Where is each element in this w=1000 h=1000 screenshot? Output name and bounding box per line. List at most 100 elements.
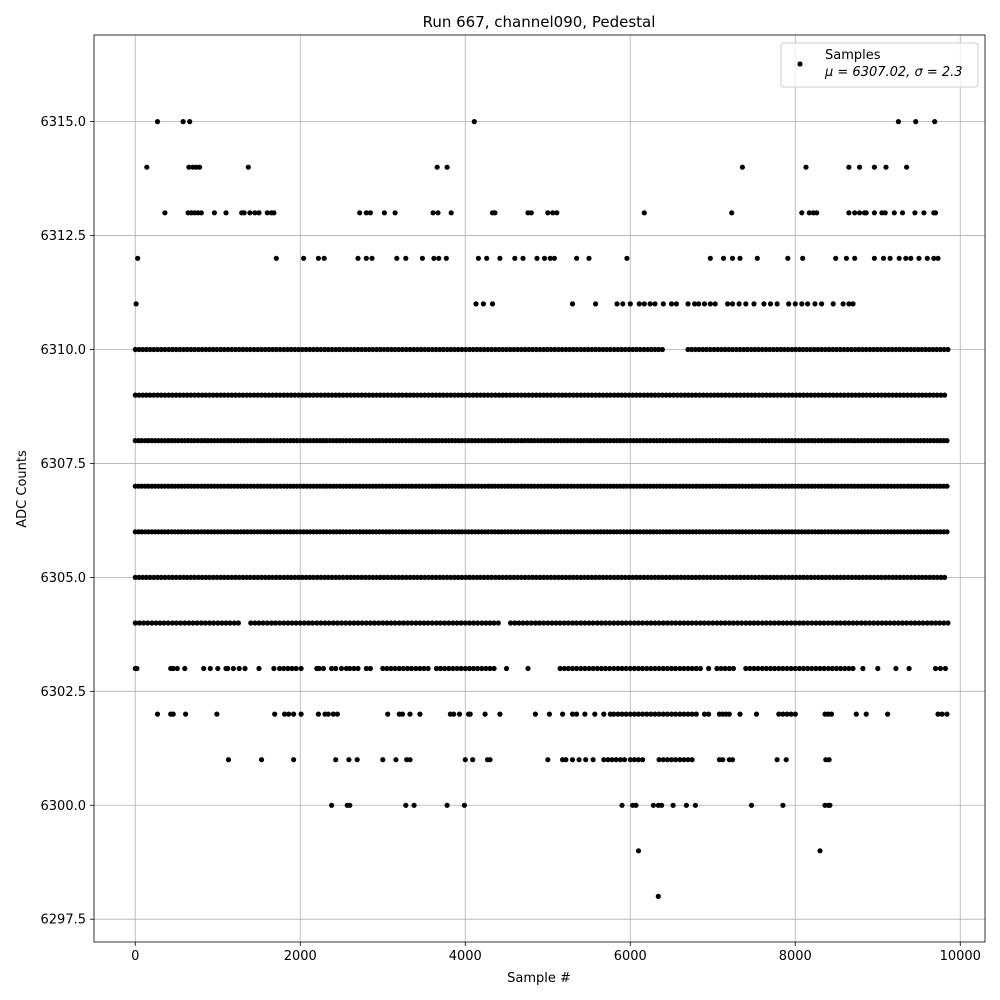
data-point: [552, 392, 558, 398]
data-point: [407, 346, 413, 353]
data-point: [935, 255, 941, 261]
data-point: [455, 574, 461, 581]
data-point: [640, 620, 646, 626]
data-point: [912, 392, 918, 398]
data-point: [753, 711, 760, 717]
data-point: [700, 574, 706, 581]
data-point: [854, 620, 860, 626]
data-point: [221, 346, 227, 353]
data-point: [376, 620, 382, 626]
data-point: [895, 119, 902, 125]
data-point: [912, 620, 918, 626]
data-point: [437, 574, 443, 581]
data-point: [788, 711, 794, 717]
data-point: [685, 757, 691, 763]
data-point: [570, 574, 576, 581]
data-point: [875, 665, 881, 672]
data-point: [615, 574, 621, 581]
data-point: [823, 574, 829, 581]
data-point: [500, 392, 506, 398]
data-point: [314, 620, 320, 626]
data-point: [466, 665, 472, 672]
data-point: [563, 757, 569, 763]
data-point: [932, 620, 939, 626]
data-point: [515, 346, 521, 353]
data-point: [611, 392, 617, 398]
data-point: [815, 574, 822, 581]
data-point: [685, 346, 691, 353]
data-point: [314, 346, 320, 353]
data-point: [833, 346, 840, 353]
data-point: [552, 346, 558, 353]
data-point: [609, 757, 615, 763]
data-point: [934, 346, 940, 353]
data-point: [660, 665, 666, 672]
data-point: [930, 346, 936, 353]
data-point: [793, 346, 799, 353]
data-point: [526, 346, 532, 353]
data-point: [399, 392, 406, 398]
data-point: [600, 346, 606, 353]
data-point: [241, 210, 247, 216]
data-point: [292, 346, 298, 353]
data-point: [785, 255, 791, 261]
data-point: [247, 346, 253, 353]
data-point: [529, 346, 536, 353]
data-point: [756, 574, 762, 581]
data-point: [729, 301, 736, 307]
data-point: [272, 620, 279, 626]
data-point: [648, 392, 654, 398]
data-point: [541, 620, 547, 626]
data-point: [479, 665, 485, 672]
data-point: [507, 574, 513, 581]
data-point: [351, 574, 357, 581]
data-point: [154, 119, 161, 125]
data-point: [641, 346, 647, 353]
data-point: [548, 392, 554, 398]
data-point: [583, 757, 589, 763]
data-point: [291, 711, 297, 717]
data-point: [767, 574, 773, 581]
data-point: [941, 346, 947, 353]
data-point: [344, 574, 350, 581]
data-point: [640, 665, 646, 672]
data-point: [913, 119, 919, 125]
data-point: [863, 346, 869, 353]
x-tick-label: 6000: [614, 949, 647, 964]
data-point: [897, 574, 903, 581]
data-point: [487, 757, 493, 763]
data-point: [747, 665, 753, 672]
data-point: [225, 757, 232, 763]
data-point: [166, 574, 172, 581]
data-point: [399, 574, 406, 581]
data-point: [640, 711, 646, 717]
data-point: [660, 757, 666, 763]
data-point: [729, 210, 735, 216]
data-point: [487, 620, 493, 626]
data-point: [882, 392, 888, 398]
data-point: [143, 392, 149, 398]
data-point: [470, 392, 476, 398]
data-point: [747, 620, 753, 626]
data-point: [607, 574, 614, 581]
data-point: [637, 574, 643, 581]
data-point: [682, 574, 688, 581]
data-point: [635, 757, 642, 763]
data-point: [255, 392, 261, 398]
data-point: [808, 574, 814, 581]
y-tick-label: 6307.5: [41, 457, 87, 472]
data-point: [667, 392, 673, 398]
data-point: [808, 392, 814, 398]
data-point: [362, 346, 368, 353]
data-point: [786, 574, 792, 581]
data-point: [819, 346, 825, 353]
data-point: [413, 620, 419, 626]
data-point: [215, 620, 221, 626]
data-point: [541, 255, 548, 261]
data-point: [227, 620, 233, 626]
data-point: [158, 346, 164, 353]
data-point: [863, 711, 869, 717]
data-point: [550, 210, 556, 216]
data-point: [715, 392, 721, 398]
data-point: [786, 392, 792, 398]
